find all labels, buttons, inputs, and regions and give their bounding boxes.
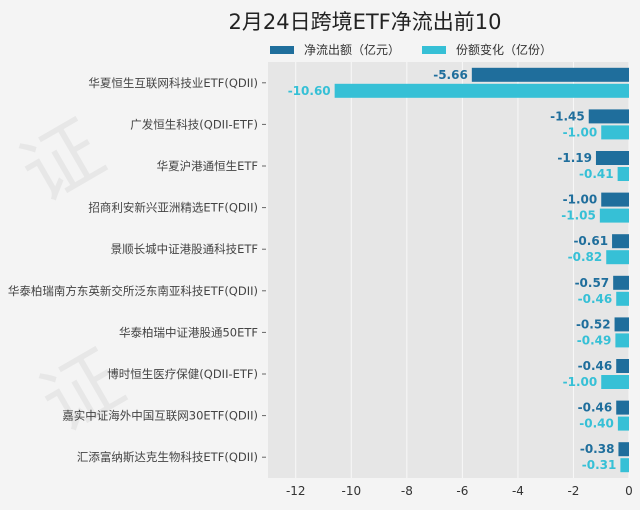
bar-net-outflow — [612, 234, 629, 249]
bar-net-outflow — [616, 400, 629, 415]
x-tick-label: -2 — [567, 484, 579, 498]
data-label: -0.31 — [582, 458, 617, 472]
data-label: -0.40 — [579, 417, 614, 431]
bar-net-outflow — [618, 442, 629, 457]
data-label: -0.52 — [576, 317, 611, 331]
data-label: -1.19 — [557, 151, 592, 165]
x-tick-label: -8 — [401, 484, 413, 498]
category-label: 华泰柏瑞南方东英新交所泛东南亚科技ETF(QDII) — [8, 284, 258, 298]
bar-share-change — [617, 167, 629, 181]
legend-label: 份额变化（亿份） — [456, 43, 553, 57]
plot-area — [268, 62, 629, 478]
bar-share-change — [616, 291, 629, 306]
data-label: -0.49 — [577, 333, 612, 347]
category-label: 华夏恒生互联网科技业ETF(QDII) — [88, 76, 258, 90]
x-tick-label: 0 — [625, 484, 633, 498]
legend-label: 净流出额（亿元） — [304, 43, 401, 57]
data-label: -0.38 — [580, 442, 615, 456]
bar-net-outflow — [601, 192, 629, 207]
data-label: -0.46 — [578, 292, 613, 306]
bar-net-outflow — [616, 359, 629, 373]
data-label: -10.60 — [288, 84, 331, 98]
data-label: -0.46 — [578, 359, 613, 373]
legend-item-share-change: 份额变化（亿份） — [422, 41, 552, 58]
x-tick-label: -12 — [286, 484, 306, 498]
data-label: -0.46 — [578, 401, 613, 415]
bar-net-outflow — [471, 67, 629, 82]
data-label: -1.00 — [563, 375, 598, 389]
x-tick-label: -10 — [342, 484, 362, 498]
bar-net-outflow — [588, 109, 629, 124]
data-label: -5.66 — [433, 68, 468, 82]
data-label: -0.57 — [575, 276, 610, 290]
bar-share-change — [606, 250, 629, 265]
data-label: -0.41 — [579, 167, 614, 181]
bar-share-change — [334, 83, 629, 98]
category-label: 嘉实中证海外中国互联网30ETF(QDII) — [62, 409, 258, 423]
category-label: 华泰柏瑞中证港股通50ETF — [119, 325, 258, 339]
category-label: 博时恒生医疗保健(QDII-ETF) — [107, 367, 258, 381]
data-label: -0.61 — [573, 234, 608, 248]
bar-share-change — [617, 416, 629, 431]
data-label: -1.05 — [561, 209, 596, 223]
data-label: -1.45 — [550, 109, 585, 123]
category-label: 招商利安新兴亚洲精选ETF(QDII) — [88, 201, 258, 215]
chart-title: 2月24日跨境ETF净流出前10 — [228, 10, 502, 34]
legend-swatch — [270, 45, 294, 54]
category-label: 景顺长城中证港股通科技ETF — [111, 242, 258, 256]
category-label: 华夏沪港通恒生ETF — [157, 159, 258, 173]
legend-item-net-outflow: 净流出额（亿元） — [270, 41, 400, 58]
bar-share-change — [620, 458, 629, 473]
category-label: 汇添富纳斯达克生物科技ETF(QDII) — [77, 450, 258, 464]
category-label: 广发恒生科技(QDII-ETF) — [130, 117, 258, 131]
x-tick-label: -4 — [512, 484, 524, 498]
bar-share-change — [599, 208, 629, 223]
bar-share-change — [615, 333, 629, 348]
bar-share-change — [601, 125, 629, 140]
legend-swatch — [422, 45, 446, 54]
x-tick-label: -6 — [456, 484, 468, 498]
data-label: -1.00 — [563, 193, 598, 207]
data-label: -1.00 — [563, 125, 598, 139]
data-label: -0.82 — [568, 250, 603, 264]
bar-net-outflow — [595, 151, 629, 165]
bar-net-outflow — [614, 317, 629, 332]
bar-net-outflow — [613, 275, 629, 290]
bar-share-change — [601, 375, 629, 389]
